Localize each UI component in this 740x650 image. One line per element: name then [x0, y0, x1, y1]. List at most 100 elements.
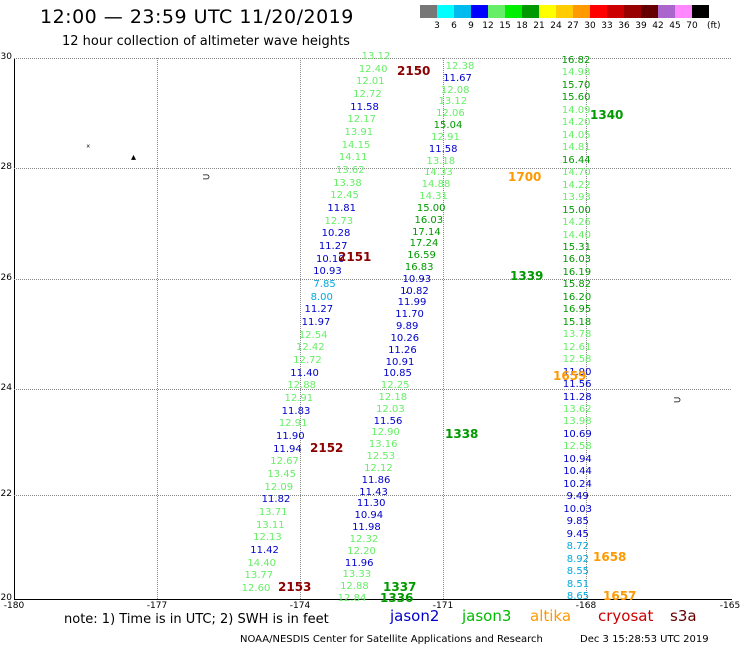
scale-swatch	[624, 5, 641, 18]
wave-height-value: 17.14	[412, 226, 441, 238]
wave-height-value: 16.03	[562, 254, 592, 266]
scale-swatch	[607, 5, 624, 18]
wave-height-value: 12.25	[380, 380, 410, 392]
wave-height-value: 11.94	[273, 443, 302, 455]
wave-height-value: 15.70	[561, 79, 591, 91]
wave-height-value: 11.43	[359, 486, 388, 498]
wave-height-value: 11.96	[344, 557, 374, 569]
wave-height-value: 12.91	[278, 418, 308, 430]
wave-height-value: 12.08	[440, 84, 470, 96]
time-label: 2151	[338, 250, 372, 264]
wave-height-value: 11.56	[562, 379, 592, 391]
wave-height-value: 14.40	[247, 557, 277, 569]
time-label: 2153	[278, 580, 312, 594]
wave-height-value: 14.98	[561, 67, 591, 79]
wave-height-value: 10.03	[563, 503, 592, 515]
wave-height-value: 10.93	[313, 266, 342, 278]
scale-swatch	[658, 5, 675, 18]
wave-height-value: 12.12	[364, 462, 393, 474]
wave-height-value: 15.00	[562, 204, 591, 216]
legend-entry: altika	[530, 607, 572, 625]
y-tick-label: 20	[0, 593, 12, 603]
wave-height-value: 12.45	[330, 190, 359, 202]
wave-height-value: 12.67	[270, 456, 299, 468]
wave-height-value: 14.11	[338, 152, 368, 164]
wave-height-value: 9.85	[566, 516, 589, 528]
wave-height-value: 16.20	[562, 291, 592, 303]
wave-height-value: 13.93	[562, 192, 591, 204]
wave-height-value: 13.33	[342, 569, 372, 581]
wave-height-value: 14.05	[561, 129, 591, 141]
wave-height-value: 12.13	[253, 532, 282, 544]
wave-height-value: 12.32	[349, 533, 379, 545]
wave-height-value: 16.83	[404, 261, 434, 273]
scale-swatch	[471, 5, 488, 18]
wave-height-value: 11.82	[261, 494, 291, 506]
wave-height-value: 10.93	[402, 273, 432, 285]
wave-height-value: 13.71	[258, 507, 288, 518]
wave-height-value: 15.00	[416, 202, 446, 214]
wave-height-value: 16.44	[562, 154, 591, 166]
scale-label: 39	[635, 21, 647, 31]
wave-height-value: 10.85	[383, 368, 412, 380]
wave-height-value: 14.22	[562, 179, 591, 191]
scale-label: 36	[618, 21, 630, 31]
x-tick-label: -165	[719, 601, 740, 611]
wave-height-value: 13.77	[244, 570, 274, 582]
footer-timestamp: Dec 3 15:28:53 UTC 2019	[580, 634, 709, 645]
wave-height-value: 8.00	[310, 291, 333, 303]
wave-height-value: 13.16	[368, 439, 398, 451]
wave-height-value: 14.70	[562, 167, 591, 179]
wave-height-value: 14.33	[424, 167, 453, 179]
grid-line	[14, 389, 731, 390]
scale-unit: (ft)	[707, 21, 721, 31]
time-label: 1340	[590, 108, 624, 122]
color-scale	[420, 5, 709, 18]
wave-height-value: 10.69	[563, 428, 592, 440]
scale-label: 15	[499, 21, 511, 31]
scale-swatch	[522, 5, 539, 18]
y-tick-label: 28	[0, 162, 12, 172]
wave-height-value: 16.03	[414, 214, 444, 226]
scale-label: 24	[550, 21, 562, 31]
wave-height-value: 10.91	[385, 356, 415, 368]
wave-height-value: 10.24	[563, 478, 592, 490]
time-label: 1657	[603, 589, 637, 603]
wave-height-value: 11.27	[318, 241, 348, 252]
y-tick-label: 22	[0, 489, 12, 499]
grid-line	[14, 58, 731, 59]
wave-height-value: 13.78	[562, 329, 592, 341]
wave-height-value: 12.73	[324, 215, 354, 227]
wave-height-value: 11.56	[373, 415, 403, 427]
wave-height-value: 12.88	[340, 581, 369, 593]
wave-height-value: 8.92	[566, 553, 589, 565]
grid-line	[157, 58, 158, 599]
wave-height-value: 11.42	[250, 545, 279, 556]
grid-line	[14, 495, 731, 496]
wave-height-value: 16.82	[561, 55, 591, 66]
wave-height-value: 13.62	[562, 404, 592, 416]
wave-height-value: 17.24	[409, 238, 439, 250]
grid-line	[586, 58, 587, 599]
wave-height-value: 11.90	[562, 366, 592, 378]
wave-height-value: 8.55	[566, 566, 590, 578]
time-label: 1336	[380, 591, 414, 605]
scale-label: 6	[451, 21, 457, 31]
scale-label: 21	[533, 21, 545, 31]
legend-entry: s3a	[670, 607, 697, 625]
wave-height-value: 12.54	[298, 329, 328, 341]
map-area	[14, 58, 732, 600]
wave-height-value: 10.82	[400, 285, 429, 297]
wave-height-value: 11.70	[395, 309, 424, 321]
note-text: note: 1) Time is in UTC; 2) SWH is in fe…	[64, 612, 329, 627]
wave-height-value: 16.59	[407, 250, 436, 262]
wave-height-value: 14.15	[341, 139, 371, 151]
wave-height-value: 11.30	[356, 498, 386, 510]
wave-height-value: 14.81	[561, 142, 591, 154]
wave-height-value: 9.45	[566, 528, 589, 540]
scale-label: 30	[584, 21, 596, 31]
wave-height-value: 14.40	[562, 229, 591, 241]
x-tick-label: -174	[289, 601, 311, 611]
wave-height-value: 15.82	[562, 279, 592, 291]
wave-height-value: 13.18	[426, 155, 456, 167]
